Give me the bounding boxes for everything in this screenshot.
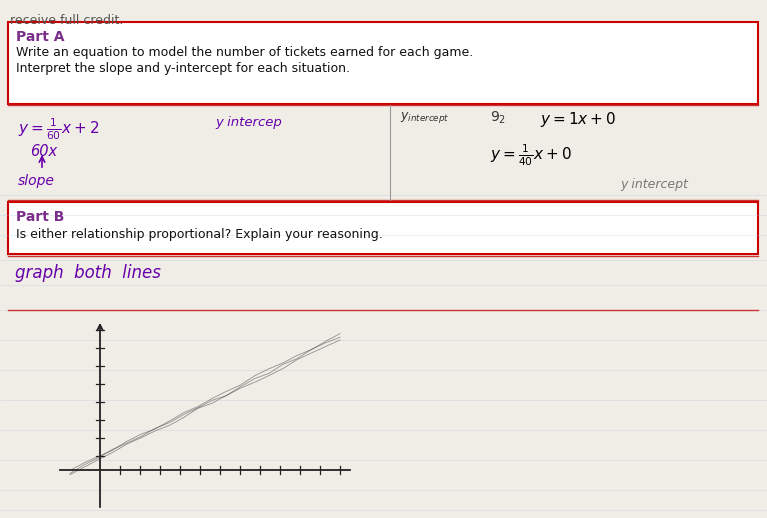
Text: $y=\frac{1}{40}x+0$: $y=\frac{1}{40}x+0$ (490, 142, 572, 168)
Text: receive full credit.: receive full credit. (10, 14, 123, 27)
FancyBboxPatch shape (8, 22, 758, 104)
Text: $y=\frac{1}{60}x+2$: $y=\frac{1}{60}x+2$ (18, 116, 100, 141)
Text: graph  both  lines: graph both lines (15, 264, 161, 282)
Text: Part B: Part B (16, 210, 64, 224)
Text: 60x: 60x (30, 144, 57, 159)
Text: Part A: Part A (16, 30, 64, 44)
Text: $y=1x+0$: $y=1x+0$ (540, 110, 616, 129)
Text: Write an equation to model the number of tickets earned for each game.: Write an equation to model the number of… (16, 46, 473, 59)
Text: $y_{intercept}$: $y_{intercept}$ (400, 110, 449, 125)
Text: y intercep: y intercep (215, 116, 281, 129)
Text: y intercept: y intercept (620, 178, 688, 191)
FancyBboxPatch shape (8, 202, 758, 254)
Text: Is either relationship proportional? Explain your reasoning.: Is either relationship proportional? Exp… (16, 228, 383, 241)
Text: $9_2$: $9_2$ (490, 110, 506, 126)
Text: slope: slope (18, 174, 55, 188)
Text: Interpret the slope and y-intercept for each situation.: Interpret the slope and y-intercept for … (16, 62, 350, 75)
